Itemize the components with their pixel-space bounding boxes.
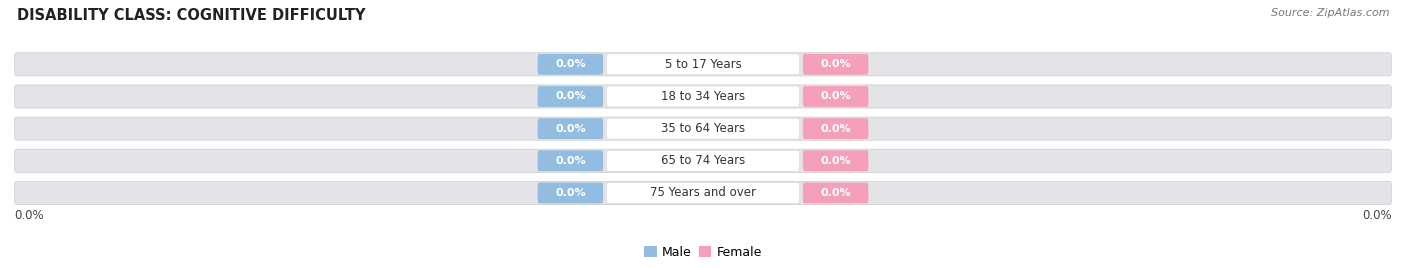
Text: 35 to 64 Years: 35 to 64 Years <box>661 122 745 135</box>
Text: 0.0%: 0.0% <box>555 156 586 166</box>
Text: Source: ZipAtlas.com: Source: ZipAtlas.com <box>1271 8 1389 18</box>
FancyBboxPatch shape <box>803 54 869 75</box>
Text: DISABILITY CLASS: COGNITIVE DIFFICULTY: DISABILITY CLASS: COGNITIVE DIFFICULTY <box>17 8 366 23</box>
FancyBboxPatch shape <box>606 150 800 171</box>
FancyBboxPatch shape <box>606 183 800 203</box>
Text: 0.0%: 0.0% <box>555 124 586 134</box>
Text: 75 Years and over: 75 Years and over <box>650 187 756 199</box>
FancyBboxPatch shape <box>606 118 800 139</box>
FancyBboxPatch shape <box>606 86 800 107</box>
FancyBboxPatch shape <box>14 117 1392 140</box>
Text: 0.0%: 0.0% <box>14 209 44 222</box>
FancyBboxPatch shape <box>803 118 869 139</box>
Text: 0.0%: 0.0% <box>555 59 586 69</box>
Text: 5 to 17 Years: 5 to 17 Years <box>665 58 741 71</box>
FancyBboxPatch shape <box>537 86 603 107</box>
Text: 0.0%: 0.0% <box>555 188 586 198</box>
FancyBboxPatch shape <box>537 183 603 203</box>
FancyBboxPatch shape <box>537 150 603 171</box>
FancyBboxPatch shape <box>803 86 869 107</box>
Text: 0.0%: 0.0% <box>820 59 851 69</box>
FancyBboxPatch shape <box>14 53 1392 76</box>
Text: 0.0%: 0.0% <box>820 156 851 166</box>
FancyBboxPatch shape <box>803 150 869 171</box>
Text: 0.0%: 0.0% <box>820 91 851 102</box>
FancyBboxPatch shape <box>606 54 800 75</box>
FancyBboxPatch shape <box>537 54 603 75</box>
Text: 18 to 34 Years: 18 to 34 Years <box>661 90 745 103</box>
Text: 65 to 74 Years: 65 to 74 Years <box>661 154 745 167</box>
FancyBboxPatch shape <box>14 149 1392 172</box>
Text: 0.0%: 0.0% <box>1362 209 1392 222</box>
FancyBboxPatch shape <box>537 118 603 139</box>
Legend: Male, Female: Male, Female <box>640 241 766 264</box>
Text: 0.0%: 0.0% <box>555 91 586 102</box>
Text: 0.0%: 0.0% <box>820 188 851 198</box>
FancyBboxPatch shape <box>14 85 1392 108</box>
Text: 0.0%: 0.0% <box>820 124 851 134</box>
FancyBboxPatch shape <box>803 183 869 203</box>
FancyBboxPatch shape <box>14 181 1392 204</box>
